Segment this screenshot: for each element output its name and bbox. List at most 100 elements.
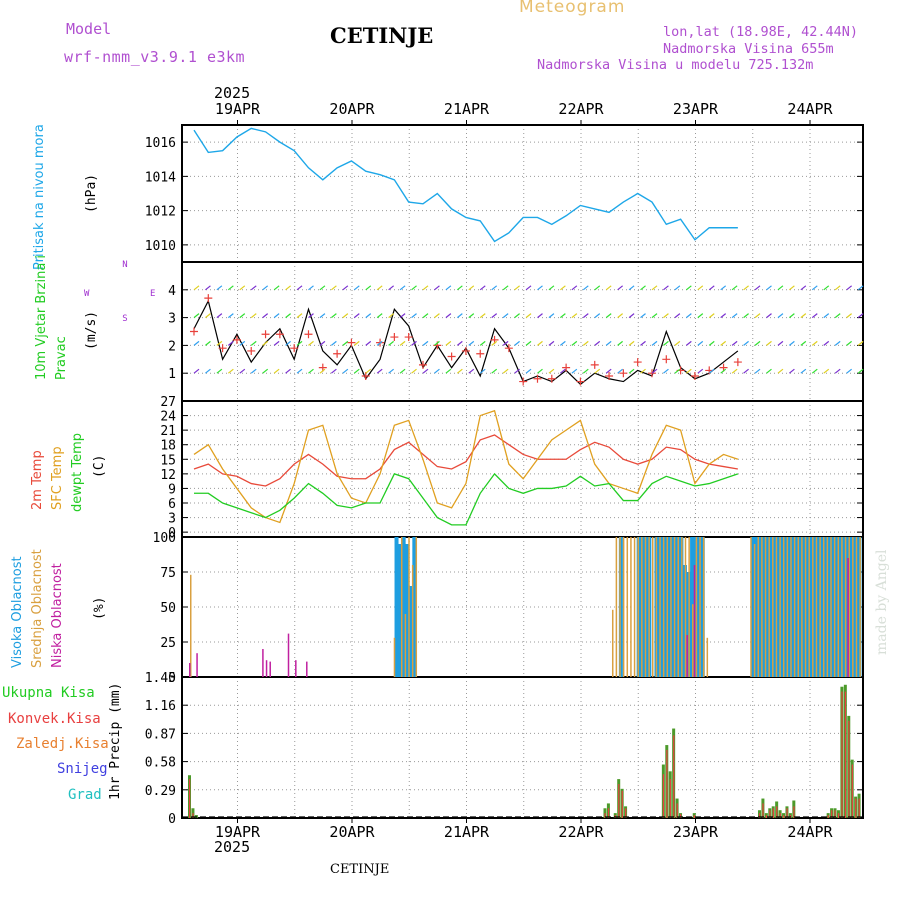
day-label-bottom: 24APR [787,823,833,841]
wind-barb [754,368,761,374]
wind-barb [789,368,795,374]
wind-barb [823,368,830,374]
wind-barb [227,313,234,319]
wind-barb [720,285,727,291]
cloud-high-bar [408,586,413,677]
wind-barb [582,285,589,291]
cloud-mid-bar [826,537,829,677]
wind-barb [479,368,486,374]
wind-barb [640,340,646,346]
wind-barb [743,285,749,291]
cloud-high-bar [768,537,773,677]
cloud-mid-bar [666,537,669,677]
wind-barb [651,313,658,319]
precip-conv-bar [662,774,665,818]
wind-gust-marker [247,346,256,355]
wind-barb [560,313,566,319]
wind-barb [262,368,269,374]
wind-barb [811,368,818,374]
wind-barb [525,340,532,346]
wind-gust-marker [232,335,241,344]
model-elevation-label: Nadmorska Visina u modelu 725.132m [537,57,814,73]
cloud-high-bar [405,544,410,677]
cloud-mid-bar [619,537,621,677]
wind-barb [502,285,509,291]
footer-station: CETINJE [330,862,390,877]
t2m-line [193,434,738,487]
y-tick-label: 9 [168,482,176,497]
cloud-high-bar [401,537,406,677]
wind-gust-marker [304,330,313,339]
day-label-top: 20APR [329,100,375,118]
cloud-mid-bar [648,537,650,677]
wind-barb [628,340,635,346]
wind-barb [834,313,841,319]
wind-barb [743,340,749,346]
day-label-top: 21APR [444,100,490,118]
wind-barb [766,368,772,374]
y-tick-label: 1.16 [145,699,176,714]
y-tick-label: 0.58 [145,756,176,771]
cloud-low-bar [686,635,688,677]
wind-barb [834,285,841,291]
cloud-low-bar [196,653,198,677]
cloud-mid-bar [681,537,683,677]
wind-gust-marker [733,358,742,367]
cloud-high-bar [761,537,766,677]
wind-barb [537,313,543,319]
cloud-mid-bar [808,537,810,677]
wind-barb [743,368,749,374]
cloud-mid-bar [404,614,407,677]
wind-gust-marker [218,344,227,353]
cloud-mid-bar [852,537,854,677]
wind-barb [365,340,372,346]
y-tick-label: 100 [153,531,176,546]
wind-barb [514,368,520,374]
wind-barb [651,340,658,346]
wind-barb [685,313,692,319]
wind-barb [205,368,211,374]
wind-barb [411,285,417,291]
cloud-high-bar [786,537,791,677]
cloud-mid-bar [190,574,192,677]
day-label-bottom: 22APR [558,823,604,841]
wind-barb [663,285,669,291]
wind-barb [331,368,337,374]
precip-conv-bar [625,808,627,818]
wind-barb [708,340,715,346]
wind-gust-marker [361,371,370,380]
wind-barb [422,285,429,291]
cloud-mid-bar [844,537,847,677]
wind-barb [800,368,807,374]
wind-barb [273,285,280,291]
wind-barb [388,285,395,291]
wind-barb [411,340,417,346]
precip-legend-conv: Konvek.Kisa [8,711,101,727]
wind-barb [296,340,303,346]
y-tick-label: 3 [168,312,176,327]
wind-barb [193,313,200,319]
cloud-high-bar [750,537,755,677]
precip-legend-freezing: Zaledj.Kisa [16,736,109,752]
wind-barb [468,368,475,374]
wind-barb [205,340,211,346]
cloud-mid-bar [670,537,672,677]
wind-barb [502,340,509,346]
wind-barb [376,340,383,346]
cloud-low-bar [265,660,268,677]
cloud-mid-bar [775,537,778,677]
precip-conv-bar [786,808,788,818]
wind-barb [193,285,200,291]
precip-conv-bar [834,810,836,818]
wind-barb [216,285,223,291]
precip-conv-bar [841,691,843,818]
y-tick-label: 1.45 [145,671,176,686]
wind-barb [674,313,681,319]
wind-barb [525,368,532,374]
wind-barb [445,285,452,291]
wind-gust-marker [347,338,356,347]
wind-barb [720,313,727,319]
wind-barb [560,285,566,291]
